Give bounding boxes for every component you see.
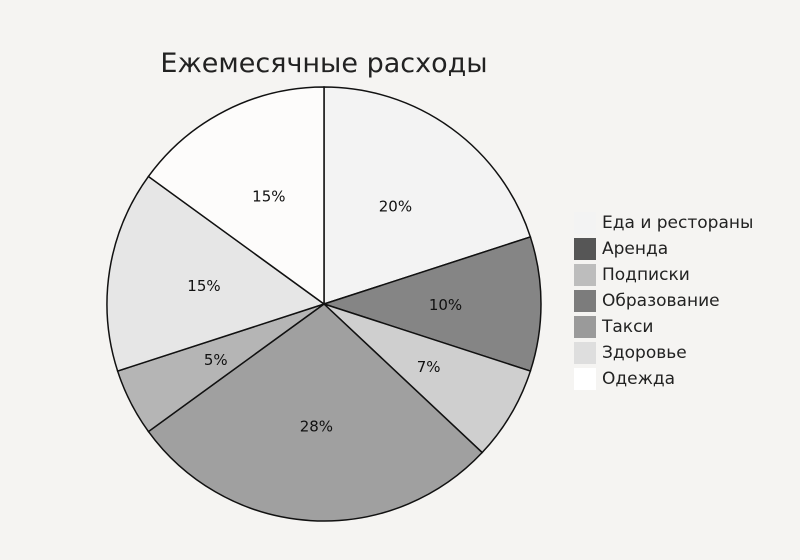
legend-item: Аренда bbox=[574, 238, 753, 260]
legend-swatch bbox=[574, 238, 596, 260]
pie-slice bbox=[147, 303, 484, 522]
legend-item: Такси bbox=[574, 316, 753, 338]
legend-item: Образование bbox=[574, 290, 753, 312]
slice-percent-label: 15% bbox=[187, 277, 220, 295]
legend-item: Здоровье bbox=[574, 342, 753, 364]
slice-percent-label: 7% bbox=[417, 358, 441, 376]
pie-slice bbox=[323, 86, 532, 306]
pie-slice bbox=[147, 86, 325, 306]
legend-label: Аренда bbox=[602, 239, 669, 259]
legend-label: Еда и рестораны bbox=[602, 213, 754, 233]
legend-label: Подписки bbox=[602, 265, 690, 285]
legend-item: Одежда bbox=[574, 368, 753, 390]
slice-percent-label: 5% bbox=[204, 351, 228, 369]
legend-swatch bbox=[574, 368, 596, 390]
slice-percent-label: 20% bbox=[379, 198, 412, 216]
slice-percent-label: 10% bbox=[429, 296, 462, 314]
pie-slice bbox=[321, 235, 542, 373]
slice-percent-label: 28% bbox=[300, 417, 333, 435]
legend: Еда и рестораны Аренда Подписки Образование… bbox=[574, 212, 753, 390]
pie-slice bbox=[106, 175, 326, 373]
legend-item: Подписки bbox=[574, 264, 753, 286]
legend-label: Здоровье bbox=[602, 343, 687, 363]
legend-label: Одежда bbox=[602, 369, 676, 389]
legend-swatch bbox=[574, 316, 596, 338]
legend-label: Такси bbox=[602, 317, 654, 337]
legend-swatch bbox=[574, 342, 596, 364]
legend-item: Еда и рестораны bbox=[574, 212, 753, 234]
legend-swatch bbox=[574, 264, 596, 286]
legend-label: Образование bbox=[602, 291, 720, 311]
legend-swatch bbox=[574, 290, 596, 312]
legend-swatch bbox=[574, 212, 596, 234]
chart-title: Ежемесячные расходы bbox=[160, 48, 487, 79]
slice-percent-label: 15% bbox=[252, 188, 285, 206]
